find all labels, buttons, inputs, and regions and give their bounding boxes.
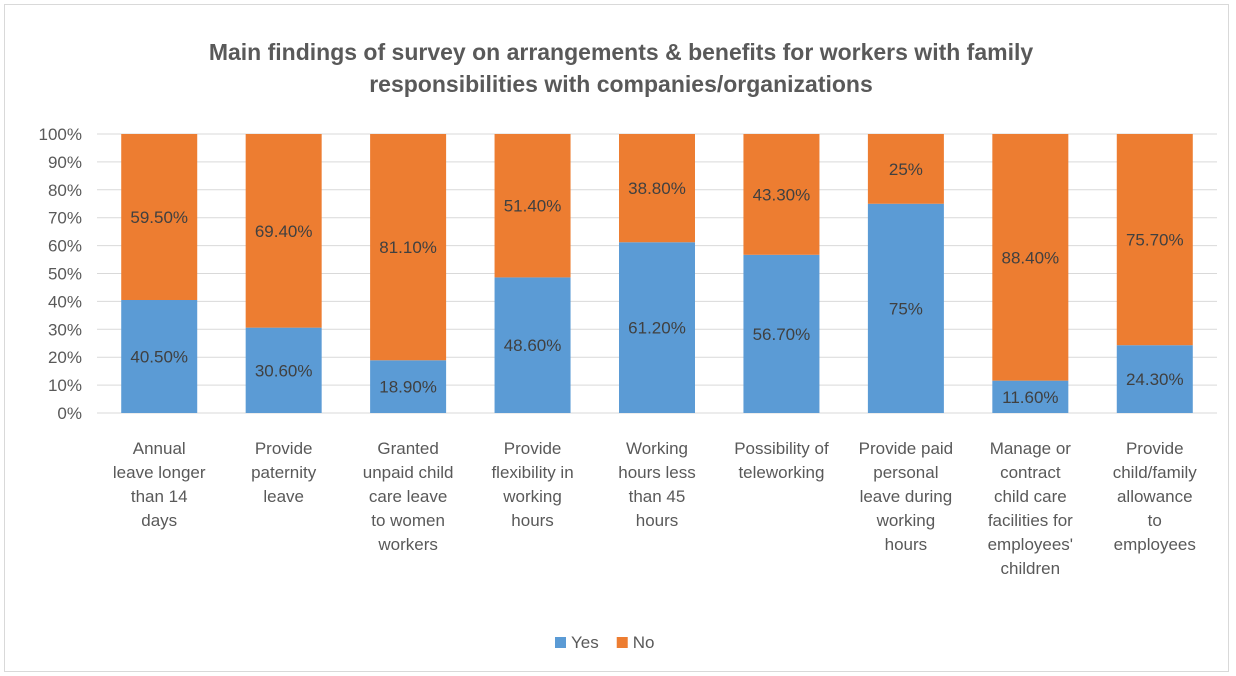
bar-no [121, 134, 198, 301]
category-label: workers [377, 535, 438, 554]
category-label: care leave [369, 487, 447, 506]
bar-yes [867, 203, 944, 413]
category-label: hours less [618, 463, 695, 482]
legend-label-yes: Yes [571, 633, 599, 652]
category-label: Granted [377, 439, 438, 458]
category-label: leave during [860, 487, 953, 506]
category-label: paternity [251, 463, 317, 482]
data-label-no: 25% [889, 160, 923, 179]
bar-no [494, 134, 571, 278]
y-tick-label: 10% [48, 376, 82, 395]
bar-no [867, 134, 944, 204]
data-label-yes: 48.60% [504, 336, 562, 355]
y-tick-label: 80% [48, 181, 82, 200]
category-label: allowance [1117, 487, 1193, 506]
y-tick-label: 20% [48, 348, 82, 367]
bar-no [619, 134, 695, 243]
y-tick-label: 60% [48, 237, 82, 256]
category-label: working [876, 511, 936, 530]
data-label-yes: 61.20% [628, 319, 686, 338]
bar-no [992, 134, 1069, 381]
category-label: Annual [133, 439, 186, 458]
data-label-no: 81.10% [379, 238, 437, 257]
legend-swatch-yes [555, 637, 566, 648]
bar-no [743, 134, 820, 255]
category-label: than 14 [131, 487, 188, 506]
category-label: unpaid child [363, 463, 454, 482]
data-label-yes: 30.60% [255, 361, 313, 380]
y-tick-label: 30% [48, 320, 82, 339]
category-label: children [1001, 559, 1061, 578]
data-label-yes: 18.90% [379, 378, 437, 397]
data-label-yes: 75% [889, 299, 923, 318]
category-label: flexibility in [491, 463, 573, 482]
data-label-no: 59.50% [130, 208, 188, 227]
y-tick-label: 100% [39, 125, 82, 144]
category-label: Provide [504, 439, 562, 458]
category-label: child/family [1113, 463, 1198, 482]
bar-yes [121, 300, 198, 413]
category-label: hours [636, 511, 679, 530]
bar-yes [370, 360, 447, 413]
data-label-yes: 56.70% [753, 325, 811, 344]
data-label-yes: 40.50% [130, 348, 188, 367]
data-labels: 40.50% 59.50% 30.60% 69.40% 18.90% 81.10% 48.6… [130, 160, 1183, 407]
category-label: leave [263, 487, 304, 506]
y-tick-label: 40% [48, 292, 82, 311]
chart-title: Main findings of survey on arrangements … [209, 39, 1034, 97]
y-tick-label: 50% [48, 265, 82, 284]
x-axis-category-labels: Annual leave longer than 14 days Provide pate… [113, 439, 1197, 578]
bar-yes [992, 380, 1069, 413]
bar-no [370, 134, 447, 361]
category-label: hours [511, 511, 554, 530]
y-tick-label: 90% [48, 153, 82, 172]
data-label-yes: 24.30% [1126, 370, 1184, 389]
legend: Yes No [555, 633, 654, 652]
category-label: teleworking [738, 463, 824, 482]
bar-no [1116, 134, 1193, 346]
bar-no [245, 134, 322, 328]
bar-yes [743, 254, 820, 413]
chart-frame: Main findings of survey on arrangements … [4, 4, 1229, 672]
category-label: Possibility of [734, 439, 829, 458]
data-label-no: 43.30% [753, 185, 811, 204]
chart-title-line: Main findings of survey on arrangements … [209, 39, 1034, 65]
category-label: to [1148, 511, 1162, 530]
category-label: facilities for [988, 511, 1073, 530]
data-label-no: 69.40% [255, 222, 313, 241]
data-label-no: 38.80% [628, 179, 686, 198]
legend-label-no: No [633, 633, 655, 652]
data-label-no: 51.40% [504, 197, 562, 216]
y-tick-label: 70% [48, 209, 82, 228]
category-label: working [502, 487, 562, 506]
y-axis-tick-labels: 0% 10% 20% 30% 40% 50% 60% 70% 80% 90% 100% [39, 125, 82, 423]
bar-yes [245, 327, 322, 413]
data-label-no: 75.70% [1126, 231, 1184, 250]
category-label: days [141, 511, 177, 530]
category-label: Provide [1126, 439, 1184, 458]
category-label: employees [1114, 535, 1196, 554]
category-label: to women [371, 511, 445, 530]
legend-swatch-no [616, 637, 628, 648]
bars [121, 134, 1193, 413]
data-label-yes: 11.60% [1002, 388, 1058, 407]
category-label: contract [1000, 463, 1061, 482]
category-label: than 45 [629, 487, 686, 506]
data-label-no: 88.40% [1001, 248, 1059, 267]
category-label: personal [873, 463, 938, 482]
category-label: hours [885, 535, 928, 554]
y-tick-label: 0% [57, 404, 82, 423]
bar-yes [494, 277, 571, 413]
category-label: leave longer [113, 463, 206, 482]
chart-title-line: responsibilities with companies/organiza… [369, 71, 873, 97]
category-label: child care [994, 487, 1067, 506]
category-label: Manage or [990, 439, 1072, 458]
category-label: Provide paid [859, 439, 954, 458]
category-label: Provide [255, 439, 313, 458]
bar-yes [619, 242, 695, 413]
bar-yes [1116, 345, 1193, 413]
category-label: Working [626, 439, 688, 458]
category-label: employees' [988, 535, 1073, 554]
stacked-bar-chart: Main findings of survey on arrangements … [39, 39, 1217, 652]
